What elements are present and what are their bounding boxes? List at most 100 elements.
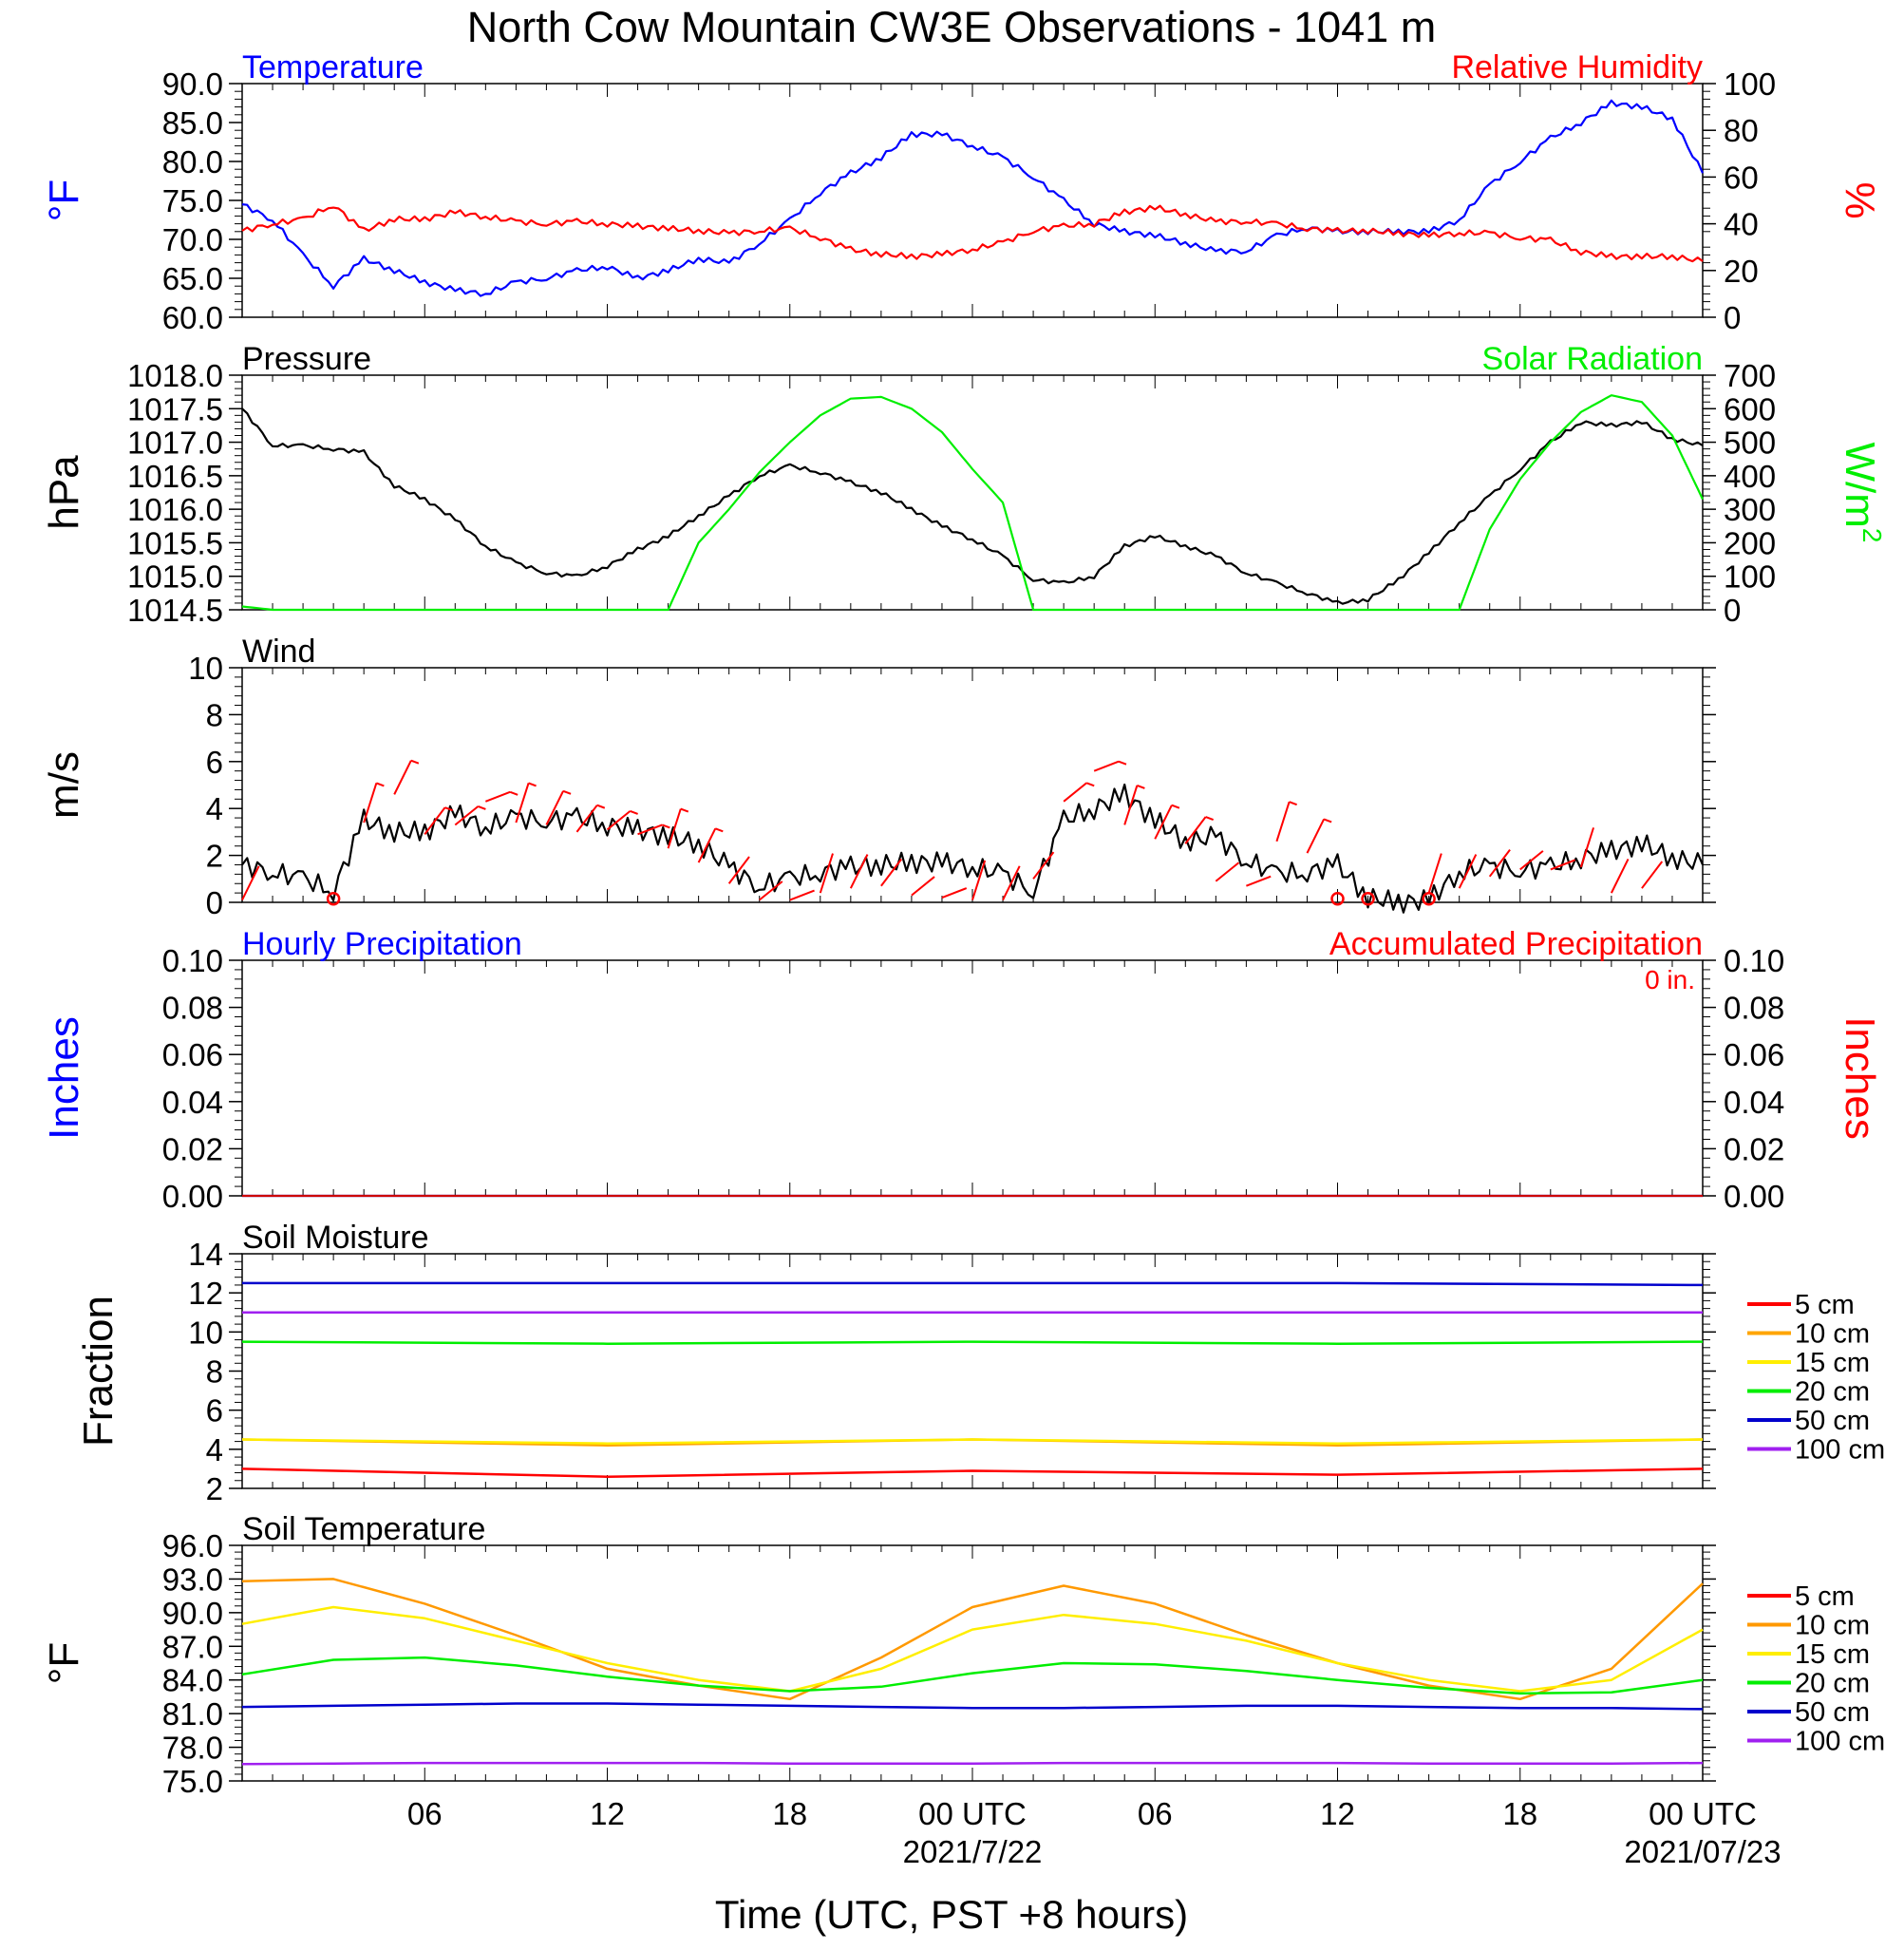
y-right-tick-label: 0 <box>1724 300 1741 335</box>
series-line-relative-humidity <box>241 204 1704 263</box>
series-line-15-cm <box>241 1438 1704 1445</box>
y-axis-label-right: Inches <box>1837 1016 1883 1140</box>
y-tick-label: 8 <box>206 697 223 732</box>
wind-barb-feather <box>376 782 385 787</box>
x-tick-label: 06 <box>1138 1796 1173 1831</box>
wind-barb <box>241 865 260 900</box>
series-line-wind <box>241 783 1705 914</box>
y-right-tick-label: 60 <box>1724 160 1759 195</box>
y-tick-label: 12 <box>188 1276 223 1311</box>
panel-title: Hourly Precipitation <box>242 926 522 962</box>
wind-barb <box>1610 859 1630 894</box>
series-line-solar-radiation <box>241 394 1704 612</box>
wind-barb-feather <box>410 759 420 765</box>
wind-barb <box>606 810 632 831</box>
wind-barb <box>1275 801 1291 842</box>
wind-barb <box>1488 849 1511 878</box>
legend-label: 10 cm <box>1795 1319 1870 1350</box>
y-tick-label: 93.0 <box>162 1562 223 1597</box>
panel-title: Pressure <box>242 341 371 377</box>
x-tick-label: 00 UTC <box>1649 1796 1757 1831</box>
legend-label: 100 cm <box>1795 1435 1885 1466</box>
wind-barb <box>1184 816 1207 844</box>
y-tick-label: 2 <box>206 1471 223 1506</box>
wind-barb <box>941 887 968 899</box>
panels-layer: 90.085.080.075.070.065.060.0100806040200… <box>41 49 1887 1799</box>
wind-barb-feather <box>1171 804 1180 809</box>
panel-frame <box>241 959 1704 1197</box>
wind-barb-feather <box>528 782 537 787</box>
x-tick-label: 00 UTC <box>918 1796 1027 1831</box>
y-axis-label: m/s <box>41 751 87 819</box>
y-tick-label: 60.0 <box>162 300 223 335</box>
calm-marker <box>1330 892 1345 906</box>
wind-barb <box>637 824 663 836</box>
wind-barb <box>759 880 783 901</box>
wind-barb <box>849 854 869 889</box>
y-tick-label: 87.0 <box>162 1629 223 1664</box>
y-tick-label: 0.06 <box>162 1037 223 1072</box>
y-right-tick-label: 500 <box>1724 426 1776 461</box>
panel-title-right: Relative Humidity <box>1451 49 1703 85</box>
y-right-tick-label: 80 <box>1724 113 1759 148</box>
y-right-tick-label: 700 <box>1724 358 1776 393</box>
legend-label: 50 cm <box>1795 1406 1870 1436</box>
wind-barb <box>727 856 750 884</box>
y-tick-label: 0 <box>206 885 223 920</box>
panel-title-right: Solar Radiation <box>1482 341 1703 377</box>
legend-label: 5 cm <box>1795 1581 1855 1612</box>
y-axis-label: °F <box>41 180 87 221</box>
x-tick-label: 12 <box>590 1796 625 1831</box>
y-axis-label: Inches <box>41 1016 87 1140</box>
y-right-tick-label: 0.00 <box>1724 1179 1784 1214</box>
y-tick-label: 90.0 <box>162 66 223 102</box>
y-right-tick-label: 400 <box>1724 459 1776 494</box>
x-axis-label: Time (UTC, PST +8 hours) <box>715 1892 1188 1937</box>
y-tick-label: 70.0 <box>162 222 223 257</box>
y-tick-label: 1016.5 <box>127 459 223 494</box>
series-line-15-cm <box>241 1605 1704 1693</box>
wind-barb <box>1427 853 1442 894</box>
y-axis-label: °F <box>41 1642 87 1684</box>
series-line-pressure <box>241 407 1704 605</box>
panel-title: Temperature <box>242 49 424 85</box>
y-right-tick-label: 0.02 <box>1724 1131 1784 1166</box>
panel-2: 10 8 6 4 2 0 Wind m/s <box>41 634 1716 920</box>
wind-barb <box>697 827 717 863</box>
wind-barb <box>424 806 446 835</box>
y-right-tick-label: 0.08 <box>1724 991 1784 1026</box>
x-tick-label: 18 <box>772 1796 807 1831</box>
y-right-tick-label: 0 <box>1724 593 1741 628</box>
y-tick-label: 90.0 <box>162 1596 223 1631</box>
x-date-label: 2021/7/22 <box>903 1834 1043 1869</box>
y-tick-label: 75.0 <box>162 1764 223 1799</box>
series-line-temperature <box>241 99 1705 297</box>
y-tick-label: 84.0 <box>162 1663 223 1698</box>
y-tick-label: 0.00 <box>162 1179 223 1214</box>
y-axis-label: Fraction <box>75 1296 122 1447</box>
wind-barb-feather <box>1085 782 1095 787</box>
wind-barb <box>971 860 987 900</box>
wind-barb-feather <box>478 805 486 810</box>
wind-barb <box>454 805 480 826</box>
y-tick-label: 4 <box>206 791 223 826</box>
wind-barb-feather <box>714 827 724 833</box>
legend-label: 20 cm <box>1795 1377 1870 1408</box>
y-right-tick-label: 600 <box>1724 391 1776 426</box>
y-tick-label: 1014.5 <box>127 593 223 628</box>
wind-barb <box>1246 875 1272 887</box>
wind-barb-feather <box>1205 816 1215 821</box>
panel-1: 1018.01017.51017.01016.51016.01015.51015… <box>41 341 1887 628</box>
legend-label: 15 cm <box>1795 1348 1870 1378</box>
wind-barb-feather <box>630 809 638 815</box>
wind-barb-feather <box>444 806 453 812</box>
y-axis-label-right: W/m2 <box>1837 443 1887 543</box>
wind-barb <box>1519 850 1544 871</box>
calm-marker <box>1361 892 1375 906</box>
calm-marker <box>1422 892 1436 906</box>
legend-label: 20 cm <box>1795 1669 1870 1699</box>
y-tick-label: 85.0 <box>162 105 223 141</box>
wind-barb <box>667 808 682 849</box>
wind-barb <box>1306 819 1326 854</box>
wind-barb <box>575 805 598 833</box>
